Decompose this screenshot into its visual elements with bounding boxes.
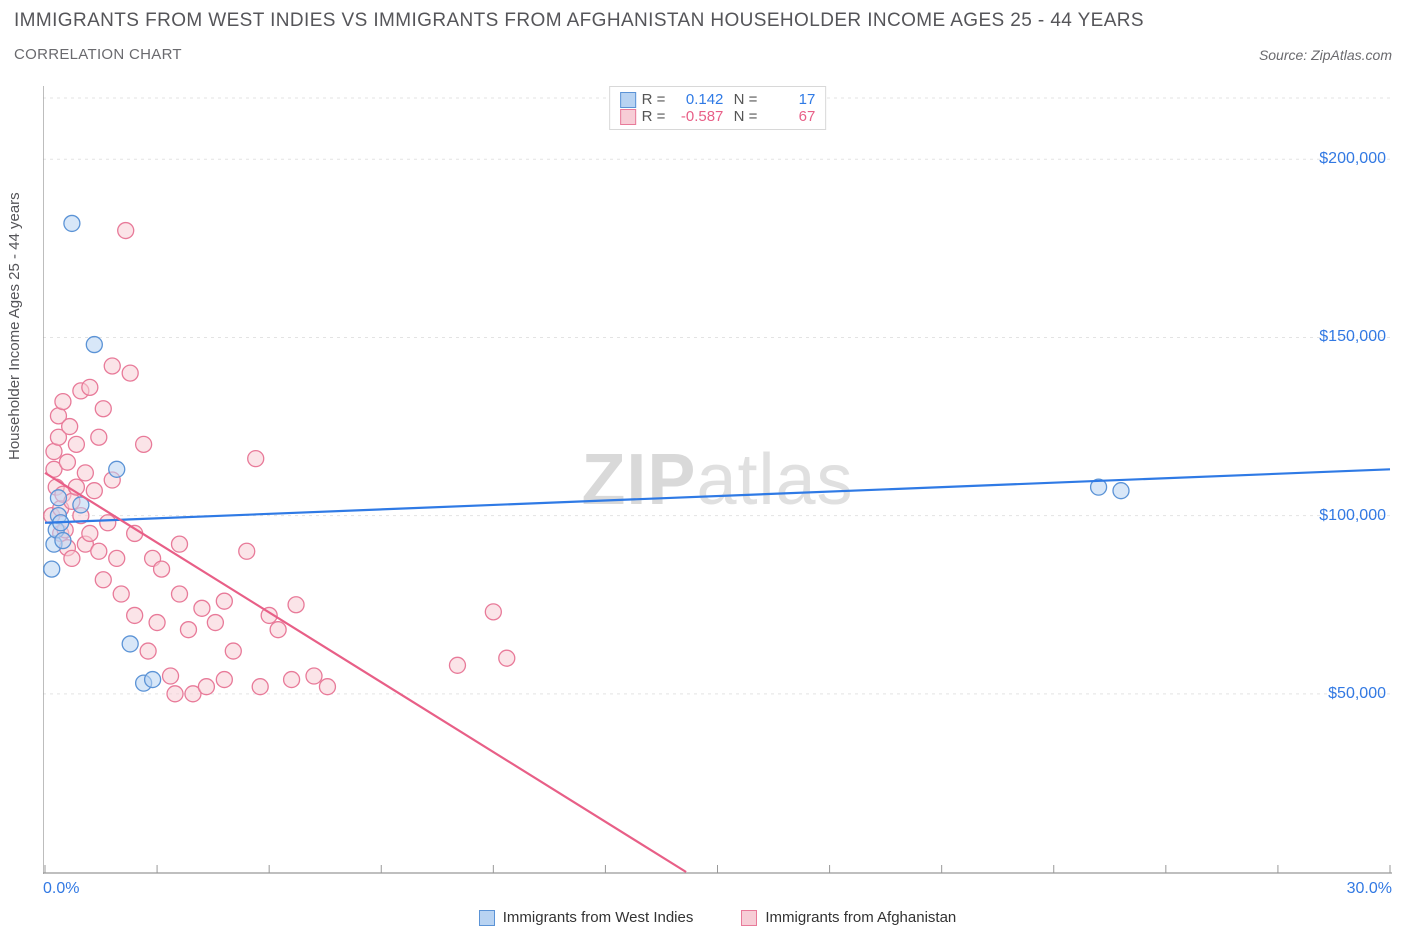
chart-container: IMMIGRANTS FROM WEST INDIES VS IMMIGRANT… xyxy=(0,0,1406,930)
swatch-west-indies xyxy=(479,910,495,926)
legend-row-west-indies: R = 0.142 N = 17 xyxy=(620,91,816,108)
series-legend: Immigrants from West Indies Immigrants f… xyxy=(43,909,1392,926)
r-label: R = xyxy=(642,108,666,125)
x-tick-max: 30.0% xyxy=(1347,880,1392,898)
r-value-west-indies: 0.142 xyxy=(671,91,723,108)
y-tick-label: $150,000 xyxy=(1319,328,1386,346)
n-label: N = xyxy=(729,108,757,125)
legend-item-west-indies: Immigrants from West Indies xyxy=(479,909,694,926)
swatch-afghanistan xyxy=(741,910,757,926)
swatch-west-indies xyxy=(620,92,636,108)
y-tick-label: $50,000 xyxy=(1328,685,1386,703)
source-attribution: Source: ZipAtlas.com xyxy=(1259,47,1392,63)
source-label: Source: xyxy=(1259,47,1307,63)
scatter-plot-svg xyxy=(43,86,1392,874)
n-value-west-indies: 17 xyxy=(763,91,815,108)
y-tick-label: $200,000 xyxy=(1319,150,1386,168)
y-axis-label: Householder Income Ages 25 - 44 years xyxy=(6,192,23,460)
legend-item-afghanistan: Immigrants from Afghanistan xyxy=(741,909,956,926)
r-label: R = xyxy=(642,91,666,108)
correlation-legend: R = 0.142 N = 17 R = -0.587 N = 67 xyxy=(609,86,827,130)
y-tick-label: $100,000 xyxy=(1319,507,1386,525)
n-label: N = xyxy=(729,91,757,108)
source-name: ZipAtlas.com xyxy=(1311,47,1392,63)
r-value-afghanistan: -0.587 xyxy=(671,108,723,125)
x-tick-min: 0.0% xyxy=(43,880,79,898)
n-value-afghanistan: 67 xyxy=(763,108,815,125)
page-title: IMMIGRANTS FROM WEST INDIES VS IMMIGRANT… xyxy=(14,10,1392,32)
legend-row-afghanistan: R = -0.587 N = 67 xyxy=(620,108,816,125)
legend-label-west-indies: Immigrants from West Indies xyxy=(503,909,694,926)
subtitle-row: CORRELATION CHART Source: ZipAtlas.com xyxy=(14,46,1392,63)
swatch-afghanistan xyxy=(620,109,636,125)
plot-region: ZIPatlas R = 0.142 N = 17 R = -0.587 N =… xyxy=(43,86,1392,874)
legend-label-afghanistan: Immigrants from Afghanistan xyxy=(765,909,956,926)
chart-subtitle: CORRELATION CHART xyxy=(14,46,182,63)
